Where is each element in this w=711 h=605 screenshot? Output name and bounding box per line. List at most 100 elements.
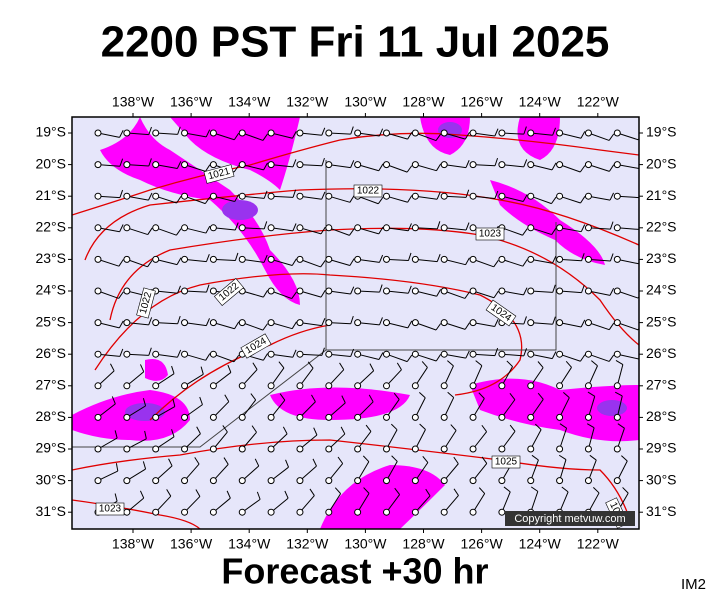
barb-feather <box>522 259 528 267</box>
barb-station <box>238 413 246 421</box>
barb-shaft <box>415 227 438 230</box>
barb-station <box>296 255 304 263</box>
barb-shaft <box>328 195 351 203</box>
barb-shaft <box>241 399 257 418</box>
barb-feather <box>363 487 370 494</box>
barb-feather <box>176 161 182 169</box>
barb-station <box>209 319 217 327</box>
barb-station <box>181 319 189 327</box>
barb-station <box>440 382 448 390</box>
barb-shaft <box>587 396 596 418</box>
barb-feather <box>425 488 431 497</box>
barb-station <box>354 350 362 358</box>
barb-station <box>613 477 621 485</box>
barb-feather <box>177 315 181 324</box>
barb-feather <box>378 352 384 360</box>
barb-feather <box>481 456 488 464</box>
barb-station <box>354 508 362 516</box>
barb-feather <box>494 190 499 199</box>
barb-feather <box>591 360 598 367</box>
barb-shaft <box>184 353 206 361</box>
barb-station <box>469 255 477 263</box>
copyright-box <box>505 511 635 526</box>
barb-feather <box>205 253 210 262</box>
barb-feather <box>176 257 182 265</box>
barb-station <box>411 445 419 453</box>
barb-station <box>440 508 448 516</box>
barb-feather <box>291 321 297 329</box>
barb-shaft <box>559 491 569 513</box>
barb-shaft <box>97 164 120 167</box>
barb-station <box>267 255 275 263</box>
barb-shaft <box>443 463 459 481</box>
barb-feather <box>551 162 557 171</box>
barb-feather <box>365 424 372 432</box>
barb-feather <box>608 354 615 362</box>
barb-feather <box>227 364 232 373</box>
barb-shaft <box>299 401 316 418</box>
barb-feather <box>177 285 181 294</box>
lon-label: 136°W <box>170 94 213 110</box>
barb-station <box>469 413 477 421</box>
barb-feather <box>254 458 260 467</box>
barb-shaft <box>559 227 582 233</box>
barb-shaft <box>530 367 544 387</box>
barb-station <box>411 350 419 358</box>
barb-station <box>411 319 419 327</box>
barb-feather <box>435 133 442 141</box>
barb-feather <box>615 360 624 365</box>
barb-station <box>238 255 246 263</box>
barb-station <box>383 129 390 137</box>
barb-feather <box>263 162 268 171</box>
barb-station <box>181 350 189 358</box>
barb-feather <box>177 349 182 358</box>
lat-label: 20°S <box>35 155 66 171</box>
barb-shaft <box>559 367 572 387</box>
barb-station <box>209 508 217 516</box>
barb-feather <box>559 423 567 429</box>
barb-feather <box>436 289 442 297</box>
barb-shaft <box>472 431 488 450</box>
barb-station <box>123 255 131 263</box>
barb-station <box>296 445 304 453</box>
barb-shaft <box>213 497 231 513</box>
barb-feather <box>341 395 346 404</box>
barb-station <box>181 445 189 453</box>
barb-feather <box>561 486 569 493</box>
barb-shaft <box>617 258 639 265</box>
barb-shaft <box>213 227 236 231</box>
barb-station <box>613 161 621 169</box>
barb-feather <box>262 133 268 141</box>
barb-feather <box>206 284 210 293</box>
barb-feather <box>223 457 229 465</box>
isobar-label-box <box>213 277 245 307</box>
barb-station <box>556 382 564 390</box>
barb-station <box>527 161 535 169</box>
barb-station <box>411 255 419 263</box>
barb-shaft <box>357 493 370 513</box>
barb-shaft <box>213 132 235 141</box>
barb-shaft <box>242 227 265 230</box>
barb-feather <box>307 361 314 369</box>
barb-station <box>94 477 102 485</box>
barb-station <box>94 255 102 263</box>
barb-station <box>209 287 217 295</box>
barb-feather <box>142 461 147 470</box>
barb-station <box>527 129 535 137</box>
barb-shaft <box>155 465 173 481</box>
barb-feather <box>531 454 539 461</box>
barb-feather <box>321 347 325 356</box>
barb-feather <box>579 165 586 173</box>
barb-feather <box>119 189 124 198</box>
barb-feather <box>177 126 181 135</box>
barb-feather <box>109 363 115 372</box>
barb-station <box>238 161 246 169</box>
lat-label: 25°S <box>35 313 66 329</box>
barb-feather <box>194 457 200 465</box>
barb-feather <box>292 223 297 232</box>
barb-shaft <box>530 491 539 513</box>
barb-station <box>498 382 506 390</box>
barb-shaft <box>328 258 351 266</box>
barb-shaft <box>587 365 598 387</box>
barb-shaft <box>155 290 178 294</box>
